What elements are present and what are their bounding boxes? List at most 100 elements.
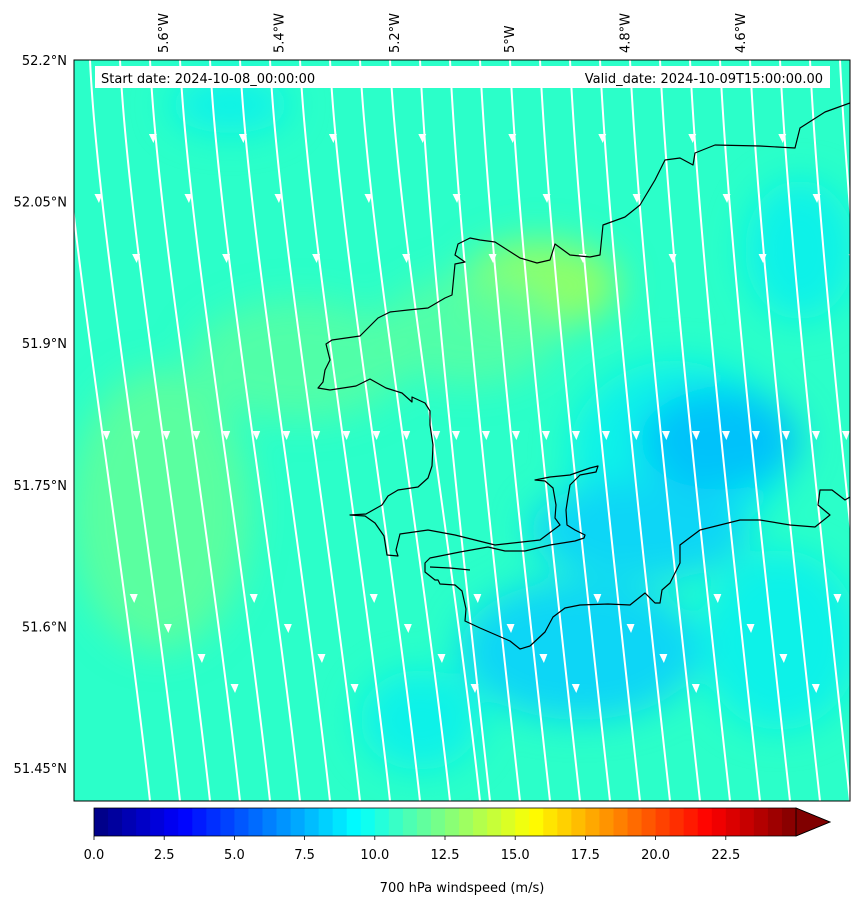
streamline — [299, 60, 391, 801]
streamline — [509, 60, 581, 801]
streamline-arrow — [282, 431, 291, 440]
streamline-arrow — [632, 194, 641, 203]
streamline-arrow — [162, 431, 171, 440]
streamline-arrow — [746, 624, 755, 633]
colorbar-bin — [613, 808, 629, 836]
streamline-arrow — [668, 254, 677, 263]
colorbar-bin — [669, 808, 685, 836]
longitude-tick-label: 5.2°W — [388, 13, 403, 53]
streamline — [779, 60, 850, 801]
longitude-tick-label: 4.8°W — [619, 13, 634, 53]
streamline-arrow — [148, 134, 157, 143]
colorbar-bin — [543, 808, 558, 836]
streamline-arrow — [418, 134, 427, 143]
colorbar-color-bins — [94, 808, 797, 836]
streamline-arrow — [59, 134, 67, 143]
streamline-arrow — [192, 431, 201, 440]
field-blob — [640, 390, 800, 490]
colorbar-tick-label: 15.0 — [501, 848, 530, 863]
streamline-arrow — [473, 594, 482, 603]
colorbar-bin — [248, 808, 263, 836]
streamline-arrow — [758, 254, 767, 263]
streamline-arrow — [488, 254, 497, 263]
field-blob — [460, 580, 700, 720]
windspeed-field-shading — [74, 77, 850, 770]
latitude-tick-label: 52.2°N — [22, 54, 67, 69]
colorbar-bin — [178, 808, 193, 836]
colorbar-tick-label: 10.0 — [360, 848, 389, 863]
streamline-arrow — [539, 654, 548, 663]
streamline — [479, 60, 551, 801]
colorbar-tick-labels: 0.0 2.5 5.0 7.5 10.0 12.5 15.0 17.5 20.0 22.5 — [84, 836, 740, 863]
streamline — [719, 60, 791, 801]
streamline-arrow — [328, 134, 337, 143]
colorbar-bin — [459, 808, 474, 836]
colorbar-bin — [515, 808, 530, 836]
streamline-arrow — [571, 684, 580, 693]
colorbar-bin — [332, 808, 348, 836]
colorbar-bin — [725, 808, 741, 836]
colorbar-bin — [739, 808, 755, 836]
streamline-arrow — [691, 431, 700, 440]
colorbar-bin — [529, 808, 544, 836]
streamline-arrow — [506, 624, 515, 633]
streamline-arrow — [132, 254, 141, 263]
colorbar-bin — [781, 808, 797, 836]
streamline-arrow — [317, 654, 326, 663]
longitude-tick-label: 4.6°W — [734, 13, 749, 53]
streamline-arrow — [481, 431, 490, 440]
start-date-label: Start date: 2024-10-08_00:00:00 — [101, 72, 315, 87]
colorbar-bin — [206, 808, 221, 836]
streamline-arrow — [372, 431, 381, 440]
streamline — [689, 60, 761, 801]
colorbar-bin — [122, 808, 137, 836]
colorbar-bin — [627, 808, 643, 836]
colorbar-bin — [304, 808, 320, 836]
streamline-arrow — [312, 431, 321, 440]
streamline-arrow — [102, 431, 111, 440]
streamline-arrow — [312, 254, 321, 263]
colorbar-bin — [346, 808, 362, 836]
streamline-arrow — [598, 134, 607, 143]
streamline — [209, 60, 301, 801]
colorbar-tick-label: 22.5 — [711, 848, 740, 863]
colorbar-tick-label: 5.0 — [224, 848, 245, 863]
colorbar-bin — [767, 808, 783, 836]
latitude-tick-labels: 52.2°N 52.05°N 51.9°N 51.75°N 51.6°N 51.45°N — [14, 54, 67, 777]
colorbar-bin — [445, 808, 460, 836]
streamline-arrow — [283, 624, 292, 633]
colorbar-bin — [697, 808, 713, 836]
colorbar-label: 700 hPa windspeed (m/s) — [380, 881, 545, 896]
colorbar-bin — [290, 808, 306, 836]
colorbar-bin — [416, 808, 432, 836]
field-blob — [190, 300, 410, 420]
streamline-arrow — [593, 594, 602, 603]
streamline-arrow — [402, 254, 411, 263]
colorbar-bin — [585, 808, 600, 836]
streamline-arrow — [722, 194, 731, 203]
latitude-tick-label: 51.75°N — [14, 479, 67, 494]
colorbar-bin — [641, 808, 657, 836]
colorbar: 0.0 2.5 5.0 7.5 10.0 12.5 15.0 17.5 20.0 22.5 700… — [84, 807, 832, 896]
streamline — [149, 60, 241, 801]
colorbar-bin — [571, 808, 586, 836]
streamline — [659, 60, 731, 801]
colorbar-tick-label: 0.0 — [84, 848, 105, 863]
streamline-arrow — [626, 624, 635, 633]
streamline-arrow — [661, 431, 670, 440]
colorbar-tick-label: 2.5 — [154, 848, 175, 863]
streamline — [539, 60, 611, 801]
colorbar-bin — [711, 808, 727, 836]
streamline-arrow — [811, 684, 820, 693]
streamline — [269, 60, 361, 801]
streamline-arrow — [778, 134, 787, 143]
colorbar-bin — [501, 808, 516, 836]
latitude-tick-label: 52.05°N — [14, 196, 67, 211]
latitude-tick-label: 51.45°N — [14, 762, 67, 777]
streamline-arrow — [222, 254, 231, 263]
colorbar-outline — [93, 807, 832, 837]
latitude-tick-label: 51.6°N — [22, 620, 67, 635]
streamline — [389, 60, 481, 801]
colorbar-extend-arrow — [795, 807, 832, 837]
streamline-arrow — [751, 431, 760, 440]
